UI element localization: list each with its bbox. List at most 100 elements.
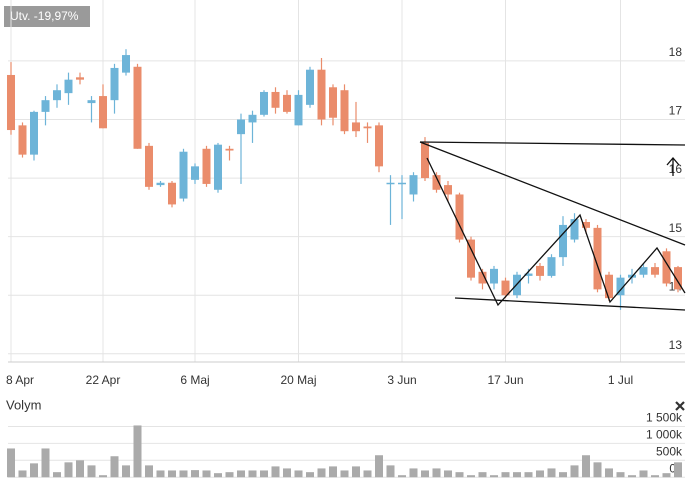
candle-body [87, 100, 96, 104]
candle-body [214, 144, 222, 190]
x-tick-label: 17 Jun [487, 373, 523, 387]
candle-body [179, 151, 188, 199]
candle-body [421, 142, 429, 179]
volume-bar [214, 473, 222, 478]
candle-body [593, 227, 602, 290]
volume-bar [329, 466, 337, 478]
volume-bar [133, 425, 142, 478]
candle-body [409, 175, 418, 195]
candle-body [110, 67, 119, 101]
candle-body [237, 119, 245, 135]
candle-body [651, 267, 659, 275]
candle-body [329, 87, 337, 118]
candle-body [7, 74, 15, 131]
candle-body [547, 257, 556, 276]
x-tick-label: 3 Jun [387, 373, 416, 387]
x-tick-label: 6 Maj [180, 373, 209, 387]
volume-bar [18, 470, 27, 478]
candle-body [570, 219, 579, 240]
candle-body [294, 94, 303, 126]
volume-bar [225, 472, 234, 478]
volume-bar [202, 470, 211, 478]
volume-bar [490, 475, 498, 478]
volume-bar [432, 468, 441, 478]
candle-body [156, 182, 165, 186]
y-tick-label: 17 [669, 104, 683, 118]
y-tick-label: 18 [669, 45, 683, 59]
candle-body [375, 125, 383, 167]
candle-body [41, 100, 50, 112]
volume-bar [421, 470, 429, 478]
volume-bar [352, 466, 360, 478]
volume-bar [317, 468, 326, 478]
candle-body [53, 90, 61, 101]
volume-bar [559, 472, 567, 478]
candle-body [674, 267, 682, 290]
volume-bar [283, 468, 291, 478]
volume-bar [467, 475, 475, 478]
candle-body [271, 91, 280, 108]
volume-bar [237, 470, 245, 478]
x-tick-label: 22 Apr [86, 373, 121, 387]
candle-body [168, 182, 176, 205]
candle-body [662, 251, 671, 284]
volume-bar [662, 473, 671, 478]
candle-body [64, 79, 73, 94]
candle-body [122, 55, 130, 73]
volume-bar [547, 468, 556, 478]
candle-body [501, 280, 510, 296]
change-badge [4, 6, 90, 27]
candle-body [248, 114, 257, 123]
volume-bar [501, 472, 510, 478]
volume-bar [582, 455, 590, 478]
x-tick-label: 1 Jul [608, 373, 633, 387]
y-tick-label: 13 [669, 338, 683, 352]
candle-body [340, 90, 349, 132]
candle-body [145, 145, 153, 187]
candle-body [225, 148, 234, 151]
volume-bar [87, 465, 96, 478]
candle-body [352, 122, 360, 132]
volume-bar [76, 460, 84, 478]
volume-bar [260, 470, 268, 478]
candle-body [202, 148, 211, 184]
candle-body [444, 185, 452, 195]
volume-bar [53, 472, 61, 478]
volume-bar [64, 462, 73, 478]
volume-bar [271, 466, 280, 478]
volume-bar [294, 470, 303, 478]
candle-body [616, 277, 625, 296]
candle-body [317, 69, 326, 120]
volume-bar [513, 472, 521, 478]
volume-bar [168, 470, 176, 478]
volume-bar [639, 470, 648, 478]
y-tick-label: 1 500k [646, 411, 683, 425]
volume-bar [455, 472, 464, 478]
volume-bar [674, 462, 682, 478]
volume-bar [306, 472, 314, 478]
volume-bar [409, 468, 418, 478]
y-tick-label: 1 000k [646, 428, 683, 442]
candle-body [536, 265, 544, 276]
close-button[interactable] [675, 401, 685, 411]
volume-bar [340, 470, 349, 478]
volume-bar [386, 465, 395, 478]
candle-body [398, 182, 406, 185]
volume-bar [179, 470, 188, 478]
volume-bar [375, 455, 383, 478]
change-label: Utv. -19,97% [10, 9, 79, 23]
candle-body [283, 94, 291, 112]
volume-bar [191, 470, 199, 478]
y-tick-label: 16 [669, 162, 683, 176]
volume-bar [616, 472, 625, 478]
candle-body [191, 166, 199, 180]
candle-body [478, 271, 487, 284]
volume-bar [478, 472, 487, 478]
trendlines [419, 141, 686, 311]
candle-body [306, 69, 314, 105]
volume-bar [30, 463, 38, 478]
volume-bar [593, 462, 602, 478]
x-tick-label: 8 Apr [6, 373, 34, 387]
candle-body [386, 182, 395, 185]
